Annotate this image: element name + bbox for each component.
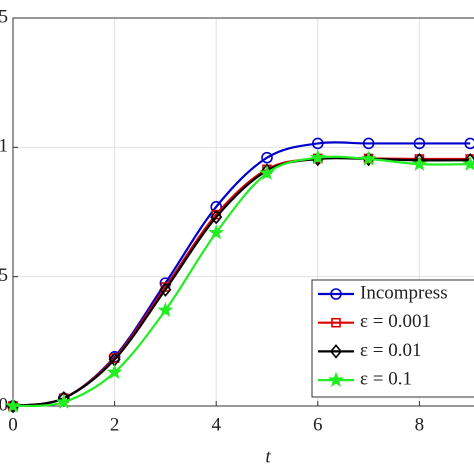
- y-tick-label: 0.5: [0, 265, 8, 286]
- data-point: [311, 137, 324, 150]
- legend-label: Incompress: [360, 282, 448, 303]
- x-tick-label: 4: [211, 414, 221, 435]
- data-point: [362, 137, 375, 150]
- legend-label: ε = 0.001: [360, 311, 431, 332]
- data-point: [261, 151, 273, 164]
- series-line: [12, 155, 471, 408]
- legend-marker: [328, 371, 344, 387]
- y-tick-label: 1: [0, 136, 8, 157]
- legend-label: ε = 0.01: [360, 340, 421, 361]
- data-point: [55, 393, 72, 409]
- legend-label: ε = 0.1: [360, 368, 412, 389]
- series-line: [12, 156, 471, 408]
- data-point: [106, 364, 123, 380]
- data-point: [210, 209, 223, 225]
- y-tick-label: 1.5: [0, 6, 8, 27]
- legend-marker: [329, 344, 343, 359]
- legend-marker: [331, 317, 341, 328]
- y-tick-label: 0: [0, 394, 8, 415]
- data-point: [413, 137, 426, 150]
- x-tick-label: 6: [313, 414, 323, 435]
- data-point: [259, 164, 275, 180]
- legend-marker: [330, 288, 342, 300]
- data-point: [411, 155, 428, 171]
- data-point: [208, 224, 225, 240]
- x-tick-label: 0: [8, 414, 18, 435]
- x-axis-label: t: [265, 446, 271, 467]
- data-point: [309, 149, 326, 165]
- data-point: [360, 150, 377, 166]
- data-point: [157, 301, 174, 318]
- x-tick-label: 8: [415, 414, 425, 435]
- data-point: [159, 282, 172, 297]
- x-tick-label: 2: [110, 414, 120, 435]
- data-point: [462, 155, 474, 171]
- data-point: [5, 397, 21, 413]
- data-point: [464, 137, 474, 150]
- plot-frame: [12, 17, 474, 407]
